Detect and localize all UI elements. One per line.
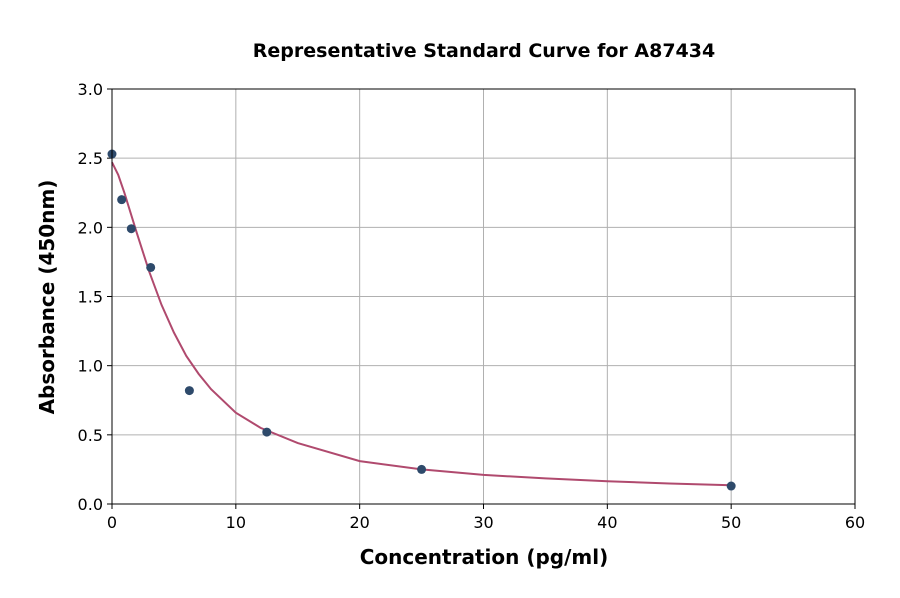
plot-frame — [111, 88, 856, 505]
data-point — [117, 195, 127, 205]
y-axis-label: Absorbance (450nm) — [35, 180, 59, 415]
y-tick-label: 2.5 — [78, 149, 103, 168]
x-tick-label: 30 — [473, 513, 493, 532]
y-tick-label: 3.0 — [78, 80, 103, 99]
data-point — [146, 262, 156, 272]
y-tick-label: 1.0 — [78, 357, 103, 376]
x-tick-label: 60 — [845, 513, 865, 532]
x-tick-label: 10 — [226, 513, 246, 532]
y-tick-label: 1.5 — [78, 288, 103, 307]
x-tick-label: 20 — [349, 513, 369, 532]
data-point — [726, 481, 736, 491]
x-axis-label: Concentration (pg/ml) — [360, 545, 609, 569]
data-point — [184, 386, 194, 396]
fit-curve — [111, 161, 732, 487]
x-tick-label: 40 — [597, 513, 617, 532]
data-point — [417, 464, 427, 474]
x-tick-label: 0 — [107, 513, 117, 532]
chart-title: Representative Standard Curve for A87434 — [253, 40, 715, 62]
data-point — [262, 427, 272, 437]
y-tick-label: 2.0 — [78, 218, 103, 237]
x-tick-label: 50 — [721, 513, 741, 532]
y-tick-label: 0.0 — [78, 495, 103, 514]
y-tick-label: 0.5 — [78, 426, 103, 445]
data-point — [126, 224, 136, 234]
